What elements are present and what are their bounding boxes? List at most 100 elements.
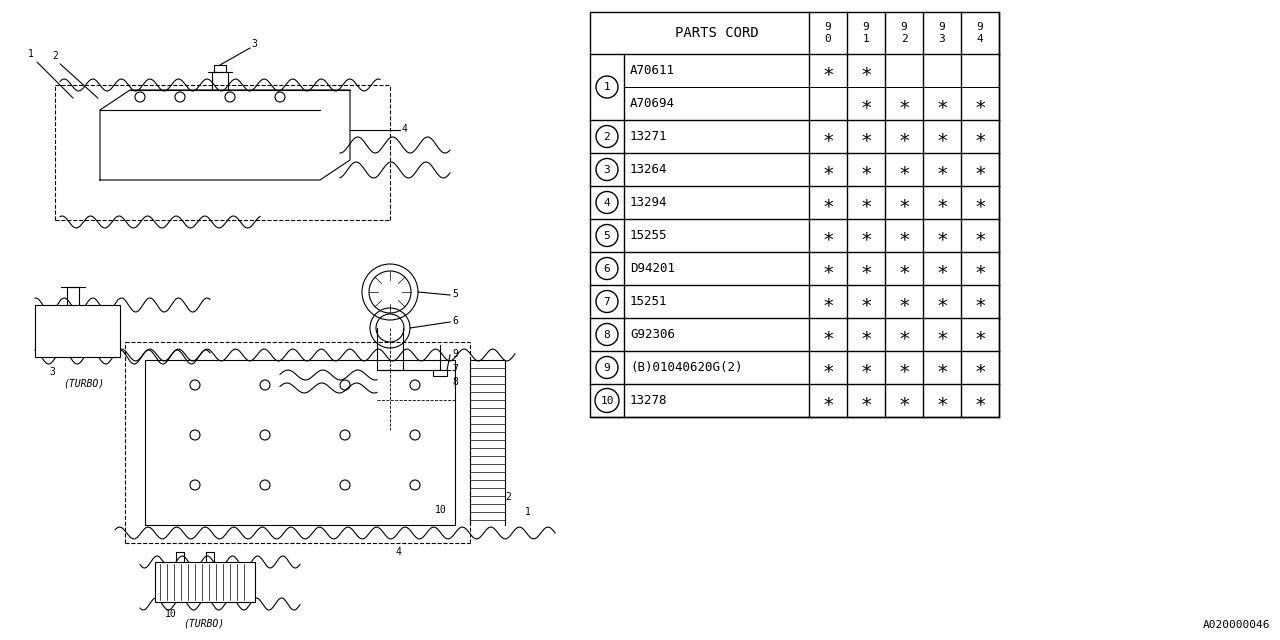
Text: ∗: ∗ [860, 226, 872, 245]
Text: ∗: ∗ [899, 160, 910, 179]
Text: ∗: ∗ [860, 391, 872, 410]
Text: 3: 3 [49, 367, 55, 377]
Text: 5: 5 [452, 289, 458, 299]
Text: ∗: ∗ [936, 259, 948, 278]
Text: ∗: ∗ [860, 325, 872, 344]
Text: 8: 8 [452, 377, 458, 387]
Text: 9: 9 [452, 349, 458, 359]
Text: ∗: ∗ [936, 391, 948, 410]
Text: A70611: A70611 [630, 64, 675, 77]
Text: 9
3: 9 3 [938, 22, 946, 44]
Text: ∗: ∗ [822, 160, 833, 179]
Text: ∗: ∗ [899, 391, 910, 410]
Text: 4: 4 [604, 198, 611, 207]
Text: PARTS CORD: PARTS CORD [675, 26, 758, 40]
Text: ∗: ∗ [936, 358, 948, 377]
Text: 7: 7 [452, 364, 458, 374]
Text: 13271: 13271 [630, 130, 667, 143]
Text: 4: 4 [396, 547, 401, 557]
Text: ∗: ∗ [860, 127, 872, 146]
Text: ∗: ∗ [936, 160, 948, 179]
Bar [433, 370, 447, 376]
Text: ∗: ∗ [974, 160, 986, 179]
Text: 15255: 15255 [630, 229, 667, 242]
Text: 1: 1 [604, 82, 611, 92]
Text: 1: 1 [28, 49, 33, 59]
Text: ∗: ∗ [860, 292, 872, 311]
Text: 6: 6 [452, 316, 458, 326]
Text: A020000046: A020000046 [1202, 620, 1270, 630]
Text: A70694: A70694 [630, 97, 675, 110]
Text: 1: 1 [525, 507, 531, 517]
Text: ∗: ∗ [822, 358, 833, 377]
Text: ∗: ∗ [899, 127, 910, 146]
Text: ∗: ∗ [899, 358, 910, 377]
Text: ∗: ∗ [899, 94, 910, 113]
Text: 9: 9 [604, 362, 611, 372]
Text: 13294: 13294 [630, 196, 667, 209]
Text: 4: 4 [401, 124, 407, 134]
Text: 3: 3 [604, 164, 611, 175]
Text: ∗: ∗ [974, 127, 986, 146]
Text: ∗: ∗ [860, 193, 872, 212]
Text: 3: 3 [251, 39, 257, 49]
Text: ∗: ∗ [899, 292, 910, 311]
Text: ∗: ∗ [974, 259, 986, 278]
Text: ∗: ∗ [822, 61, 833, 80]
Text: ∗: ∗ [899, 259, 910, 278]
Bar [155, 562, 255, 602]
Text: ∗: ∗ [860, 61, 872, 80]
Text: ∗: ∗ [974, 292, 986, 311]
Text: ∗: ∗ [822, 127, 833, 146]
Text: 9
4: 9 4 [977, 22, 983, 44]
Text: ∗: ∗ [822, 325, 833, 344]
Bar [35, 305, 120, 357]
Text: ∗: ∗ [936, 127, 948, 146]
Text: ∗: ∗ [860, 358, 872, 377]
Text: 9
2: 9 2 [901, 22, 908, 44]
Text: 8: 8 [604, 330, 611, 339]
Text: ∗: ∗ [899, 325, 910, 344]
Bar [590, 12, 998, 417]
Text: 2: 2 [506, 492, 511, 502]
Text: ∗: ∗ [974, 358, 986, 377]
Text: ∗: ∗ [860, 160, 872, 179]
Text: 6: 6 [604, 264, 611, 273]
Text: 2: 2 [604, 131, 611, 141]
Text: ∗: ∗ [974, 325, 986, 344]
Text: 5: 5 [604, 230, 611, 241]
Text: ∗: ∗ [822, 391, 833, 410]
Text: (B)01040620G(2): (B)01040620G(2) [630, 361, 742, 374]
Text: ∗: ∗ [974, 391, 986, 410]
Text: ∗: ∗ [936, 226, 948, 245]
Text: ∗: ∗ [860, 259, 872, 278]
Text: ∗: ∗ [936, 94, 948, 113]
Text: 9
0: 9 0 [824, 22, 832, 44]
Text: 7: 7 [604, 296, 611, 307]
Text: ∗: ∗ [822, 193, 833, 212]
Text: ∗: ∗ [860, 94, 872, 113]
Text: ∗: ∗ [974, 193, 986, 212]
Text: D94201: D94201 [630, 262, 675, 275]
Text: 10: 10 [435, 505, 447, 515]
Text: 13278: 13278 [630, 394, 667, 407]
Text: ∗: ∗ [974, 94, 986, 113]
Text: ∗: ∗ [822, 226, 833, 245]
Text: ∗: ∗ [936, 292, 948, 311]
Text: ∗: ∗ [822, 292, 833, 311]
Text: ∗: ∗ [822, 259, 833, 278]
Text: 15251: 15251 [630, 295, 667, 308]
Text: (TURBO): (TURBO) [63, 379, 104, 389]
Text: ∗: ∗ [899, 193, 910, 212]
Text: ∗: ∗ [899, 226, 910, 245]
Text: (TURBO): (TURBO) [183, 619, 224, 629]
Text: 9
1: 9 1 [863, 22, 869, 44]
Text: 2: 2 [52, 51, 58, 61]
Text: G92306: G92306 [630, 328, 675, 341]
Text: 13264: 13264 [630, 163, 667, 176]
Text: ∗: ∗ [974, 226, 986, 245]
Text: 10: 10 [165, 609, 177, 619]
Text: 10: 10 [600, 396, 613, 406]
Text: ∗: ∗ [936, 325, 948, 344]
Text: ∗: ∗ [936, 193, 948, 212]
